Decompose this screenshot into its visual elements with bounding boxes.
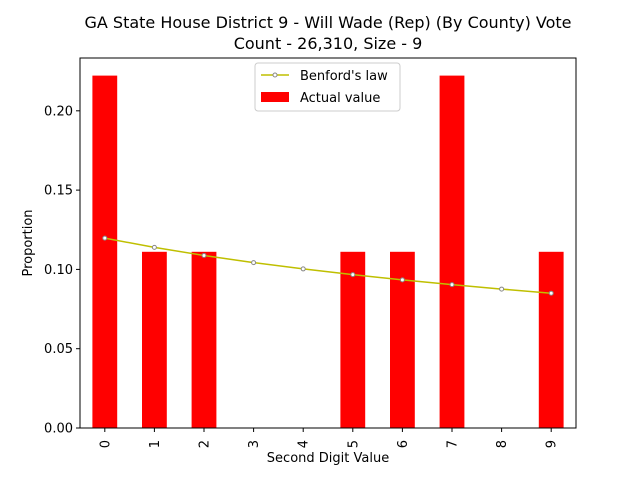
y-tick-label: 0.15 (44, 184, 73, 199)
legend-actual-label: Actual value (300, 91, 380, 106)
x-tick-label: 1 (148, 440, 163, 448)
x-axis-label: Second Digit Value (267, 451, 389, 466)
x-tick-label: 6 (396, 440, 411, 448)
benford-point-2 (201, 252, 207, 258)
benford-line (104, 237, 552, 294)
legend-benford-label: Benford's law (300, 69, 388, 84)
x-tick-label: 5 (346, 440, 361, 448)
legend-benford-marker (272, 72, 278, 78)
y-tick-label: 0.10 (44, 263, 73, 278)
bar-2 (191, 251, 217, 428)
chart-title-line1: GA State House District 9 - Will Wade (R… (84, 13, 571, 32)
bar-series (92, 75, 564, 428)
legend: Benford's law Actual value (254, 62, 401, 112)
legend-box (254, 62, 401, 112)
plot-frame (79, 57, 577, 429)
bar-9 (538, 251, 564, 428)
benford-point-0 (102, 235, 108, 241)
benford-point-8 (499, 286, 505, 292)
x-tick-label: 7 (446, 440, 461, 448)
y-tick-label: 0.20 (44, 104, 73, 119)
x-tick-label: 0 (98, 440, 113, 448)
bar-1 (142, 251, 167, 428)
y-tick-label: 0.05 (44, 342, 73, 357)
legend-actual-swatch (261, 92, 289, 102)
x-tick-label: 8 (495, 440, 510, 448)
benford-line-series (102, 235, 554, 296)
benford-point-4 (300, 266, 306, 272)
x-tick-label: 2 (198, 440, 213, 448)
bar-7 (439, 75, 465, 428)
x-tick-label: 3 (247, 440, 262, 448)
bar-0 (92, 75, 118, 428)
x-tick-label: 9 (545, 440, 560, 448)
y-axis-ticks: 0.00 0.05 0.10 0.15 0.20 (44, 104, 80, 437)
benford-point-5 (350, 272, 356, 278)
benford-point-9 (548, 290, 554, 296)
benford-point-7 (449, 282, 455, 288)
y-axis-label: Proportion (21, 209, 36, 276)
bar-5 (340, 251, 366, 428)
chart-title-line2: Count - 26,310, Size - 9 (234, 34, 423, 53)
x-tick-label: 4 (297, 440, 312, 448)
x-axis-ticks: 0 1 2 3 4 5 6 7 8 9 (98, 428, 560, 448)
benford-point-1 (151, 244, 157, 250)
benford-point-6 (399, 277, 405, 283)
y-tick-label: 0.00 (44, 422, 73, 437)
benford-point-3 (251, 260, 257, 266)
